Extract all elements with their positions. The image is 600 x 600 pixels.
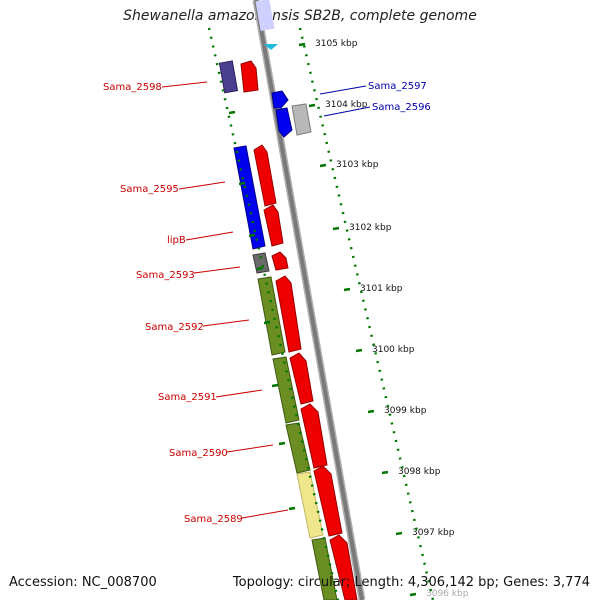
accession-label: Accession: NC_008700: [9, 575, 157, 590]
tick-label: 3099 kbp: [384, 406, 427, 416]
gene-labels: Sama_2598 Sama_2595 lipB Sama_2593 Sama_2592…: [103, 81, 431, 525]
tick-mark: [308, 103, 316, 108]
tick-label: 3096 kbp: [426, 589, 469, 599]
tick-mark-left: [228, 110, 236, 115]
feature-bottom-forward[interactable]: [329, 534, 358, 600]
topology-label: Topology: circular; Length: 4,306,142 bp…: [232, 575, 590, 590]
feature-sama-2591-forward[interactable]: [289, 352, 314, 405]
gene-label-sama_2595[interactable]: Sama_2595: [120, 184, 179, 195]
feature-sama-2595-forward[interactable]: [253, 144, 277, 207]
feature-sama-2598[interactable]: [218, 60, 239, 94]
tick-mark-left: [288, 506, 296, 511]
gene-label-leader: [319, 85, 367, 95]
tick-label: 3103 kbp: [336, 160, 379, 170]
tick-mark: [395, 531, 403, 536]
gene-label-leader: [185, 231, 234, 241]
gene-label-leader: [202, 319, 250, 327]
feature-sama-2591[interactable]: [272, 356, 300, 424]
feature-sama-2595[interactable]: [233, 145, 266, 250]
tick-label: 3098 kbp: [398, 467, 441, 477]
feature-lipb-forward[interactable]: [263, 204, 284, 247]
tick-mark: [367, 409, 375, 414]
gene-label-sama_2596[interactable]: Sama_2596: [372, 102, 431, 113]
tick-label: 3102 kbp: [349, 223, 392, 233]
tick-mark: [355, 348, 363, 353]
tick-label: 3105 kbp: [315, 39, 358, 49]
tick-mark: [332, 226, 340, 231]
feature-sama-2596-blue[interactable]: [275, 107, 293, 138]
gene-label-leader: [241, 509, 289, 519]
feature-top-fragment[interactable]: [255, 0, 275, 31]
tick-mark-left: [263, 320, 271, 325]
feature-sama-2590[interactable]: [285, 422, 311, 474]
feature-bottom-olive[interactable]: [311, 537, 338, 600]
kbp-ticks: 3105 kbp 3104 kbp 3103 kbp 3102 kbp 3101 kbp…: [228, 39, 469, 599]
gene-label-sama_2592[interactable]: Sama_2592: [145, 322, 204, 333]
tick-mark: [343, 287, 351, 292]
tick-mark-left: [271, 383, 279, 388]
genome-title: Shewanella amazonensis SB2B, complete ge…: [123, 8, 477, 24]
feature-sama-2593-forward[interactable]: [271, 251, 289, 271]
feature-sama-2589-forward[interactable]: [313, 465, 343, 537]
feature-track: [218, 0, 358, 600]
guide-right: [298, 27, 435, 600]
tick-mark: [298, 42, 306, 47]
gene-label-leader: [215, 389, 263, 398]
gene-label-lipb[interactable]: lipB: [167, 235, 186, 246]
tick-mark-left: [238, 181, 246, 186]
gene-label-leader: [323, 106, 371, 117]
feature-sama-2597[interactable]: [271, 90, 289, 109]
feature-sama-2598-forward[interactable]: [240, 60, 259, 93]
feature-sama-2592-forward[interactable]: [275, 275, 302, 353]
feature-sama-2590-forward[interactable]: [300, 403, 328, 469]
tick-label: 3101 kbp: [360, 284, 403, 294]
gene-label-sama_2591[interactable]: Sama_2591: [158, 392, 217, 403]
tick-mark-left: [248, 233, 256, 238]
tick-mark: [381, 470, 389, 475]
tick-mark-left: [256, 266, 264, 271]
gene-label-leader: [161, 81, 208, 88]
gene-label-sama_2597[interactable]: Sama_2597: [368, 81, 427, 92]
feature-small-marker[interactable]: [264, 44, 278, 50]
tick-label: 3100 kbp: [372, 345, 415, 355]
gene-label-sama_2598[interactable]: Sama_2598: [103, 82, 162, 93]
gene-label-leader: [178, 181, 226, 190]
tick-label: 3104 kbp: [325, 100, 368, 110]
gene-label-sama_2589[interactable]: Sama_2589: [184, 514, 243, 525]
gene-label-leader: [193, 266, 241, 274]
tick-mark: [319, 163, 327, 168]
feature-sama-2596[interactable]: [291, 103, 312, 136]
gene-label-sama_2590[interactable]: Sama_2590: [169, 448, 228, 459]
gene-label-sama_2593[interactable]: Sama_2593: [136, 270, 195, 281]
feature-sama-2593[interactable]: [252, 252, 270, 274]
tick-mark-left: [278, 441, 286, 446]
tick-label: 3097 kbp: [412, 528, 455, 538]
gene-label-leader: [226, 444, 274, 453]
tick-mark: [409, 592, 417, 597]
feature-sama-2589[interactable]: [296, 471, 324, 539]
